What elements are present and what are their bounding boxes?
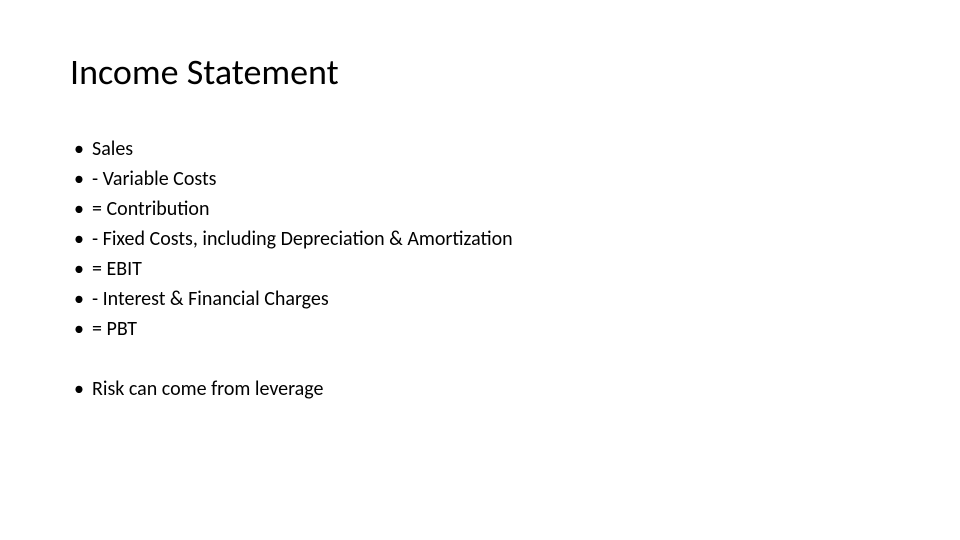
list-item: = Contribution: [70, 194, 890, 224]
secondary-bullet-list: Risk can come from leverage: [70, 374, 890, 404]
list-item: = PBT: [70, 314, 890, 344]
list-item: - Fixed Costs, including Depreciation & …: [70, 224, 890, 254]
list-item: Risk can come from leverage: [70, 374, 890, 404]
page-title: Income Statement: [70, 50, 890, 94]
list-item: = EBIT: [70, 254, 890, 284]
list-item: - Interest & Financial Charges: [70, 284, 890, 314]
list-item: Sales: [70, 134, 890, 164]
list-item: - Variable Costs: [70, 164, 890, 194]
main-bullet-list: Sales - Variable Costs = Contribution - …: [70, 134, 890, 344]
